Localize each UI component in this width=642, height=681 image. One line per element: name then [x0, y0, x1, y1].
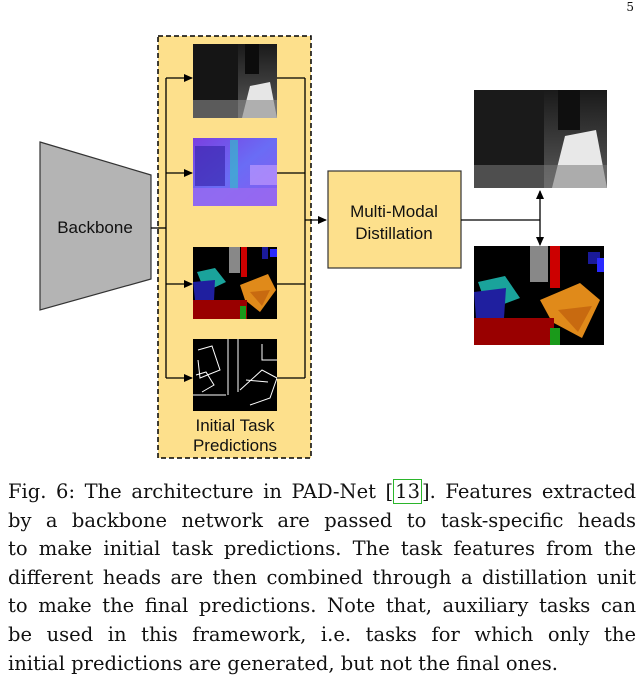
caption-line-2: by a backbone network are passed to task…	[8, 508, 636, 532]
distillation-label-line2: Distillation	[355, 224, 432, 243]
figure-caption: Fig. 6: The architecture in PAD-Net [13]…	[8, 478, 636, 678]
caption-line-3: to make initial task predictions. The ta…	[8, 537, 636, 561]
citation-link[interactable]: 13	[393, 479, 422, 504]
initial-depth-prediction-image	[193, 44, 277, 118]
initial-predictions-label-line1: Initial Task	[195, 416, 275, 435]
caption-line-5: to make the final predictions. Note that…	[8, 594, 636, 618]
initial-edges-prediction-image	[193, 339, 278, 411]
caption-line-1: Fig. 6: The architecture in PAD-Net [13]…	[8, 478, 636, 507]
backbone-block	[39, 141, 152, 311]
page-number: 5	[626, 0, 634, 14]
distillation-label-line1: Multi-Modal	[350, 202, 438, 221]
caption-line-4: different heads are then combined throug…	[8, 565, 636, 589]
caption-line-1-start: Fig. 6: The architecture in PAD-Net [	[8, 480, 394, 503]
initial-predictions-label-line2: Predictions	[193, 436, 277, 455]
caption-line-7: initial predictions are generated, but n…	[8, 651, 558, 675]
backbone-label: Backbone	[57, 218, 133, 237]
pad-net-architecture-figure: Backbone	[39, 35, 607, 459]
distillation-block	[327, 170, 462, 269]
caption-line-1-end: ]. Features extracted	[422, 480, 636, 503]
initial-normals-prediction-image	[193, 138, 277, 206]
caption-line-6: be used in this framework, i.e. tasks fo…	[8, 622, 636, 646]
final-segmentation-prediction-image	[474, 246, 604, 345]
final-depth-prediction-image	[474, 90, 607, 188]
initial-segmentation-prediction-image	[193, 247, 277, 319]
